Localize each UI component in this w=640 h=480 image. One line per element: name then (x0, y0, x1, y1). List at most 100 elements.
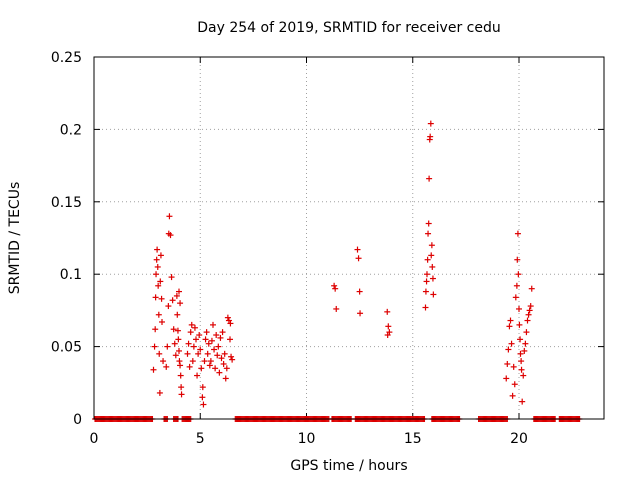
data-point (517, 336, 524, 343)
data-point (518, 366, 525, 373)
data-point (228, 353, 235, 360)
data-point (171, 340, 178, 347)
data-point (196, 332, 203, 339)
data-point (164, 343, 171, 350)
data-point (423, 278, 430, 285)
data-point (516, 305, 522, 312)
data-point (525, 311, 532, 318)
data-point (513, 282, 520, 289)
data-point (509, 392, 516, 399)
data-point (219, 329, 226, 336)
y-axis-title: SRMTID / TECUs (7, 182, 23, 295)
data-point (168, 274, 175, 281)
data-point (174, 327, 181, 334)
data-point (514, 256, 521, 263)
data-point (428, 252, 435, 259)
data-point (154, 246, 161, 253)
data-point (176, 347, 182, 354)
data-point (190, 343, 197, 350)
y-tick-label: 0.25 (51, 50, 82, 66)
data-point (170, 326, 177, 333)
data-point (198, 365, 205, 372)
data-point (425, 220, 432, 227)
data-point (384, 308, 391, 315)
data-point (155, 282, 162, 289)
data-point (158, 295, 165, 302)
data-point (331, 282, 338, 289)
data-point (188, 321, 195, 328)
y-tick-label: 0 (73, 412, 82, 428)
data-point (429, 263, 436, 270)
data-point (176, 288, 182, 295)
data-point (520, 372, 527, 379)
data-point (427, 133, 434, 140)
data-point (163, 363, 170, 370)
data-point (332, 285, 339, 292)
data-point (156, 350, 163, 357)
data-point (521, 347, 528, 354)
data-point (517, 350, 524, 357)
data-point (150, 366, 157, 373)
data-point (201, 358, 208, 365)
data-point (522, 340, 529, 347)
data-point (194, 372, 201, 379)
data-point (429, 275, 436, 282)
data-point (202, 336, 209, 343)
data-point (205, 340, 212, 347)
axis-ticks: 0 0.05 0.1 0.15 0.2 0.25 0 5 10 15 20 (51, 50, 604, 447)
data-point (426, 175, 433, 182)
data-point (430, 291, 437, 298)
data-point (214, 352, 221, 359)
data-point (385, 323, 392, 330)
data-point (166, 213, 173, 220)
data-point (224, 314, 231, 321)
y-tick-label: 0.05 (51, 340, 82, 356)
data-point (422, 288, 429, 295)
data-point (178, 384, 185, 391)
data-point (212, 365, 219, 372)
data-point (505, 346, 512, 353)
data-point (189, 358, 196, 365)
data-point (516, 321, 523, 328)
data-point (160, 358, 167, 365)
data-point (217, 334, 224, 341)
data-point (527, 303, 534, 310)
data-point (218, 355, 225, 362)
data-point (197, 346, 204, 353)
data-point (508, 340, 515, 347)
data-point (156, 389, 163, 396)
data-point (514, 230, 521, 237)
data-point (215, 343, 222, 350)
y-tick-label: 0.2 (60, 122, 82, 138)
data-point (511, 381, 518, 388)
x-tick-label: 5 (196, 431, 205, 447)
data-point (355, 255, 362, 262)
data-point (227, 336, 233, 343)
data-point (165, 303, 172, 310)
data-point (207, 358, 214, 365)
data-point (193, 336, 199, 343)
data-point (211, 346, 218, 353)
data-point (526, 307, 533, 314)
data-point (178, 391, 185, 398)
x-axis-title: GPS time / hours (290, 458, 407, 474)
data-point (151, 343, 158, 350)
data-point (153, 271, 160, 278)
data-point (503, 375, 510, 382)
data-point (510, 363, 517, 370)
data-point (225, 317, 232, 324)
data-point (210, 321, 216, 328)
data-point (512, 294, 519, 301)
data-point (195, 350, 202, 357)
chart-title: Day 254 of 2019, SRMTID for receiver ced… (197, 20, 500, 36)
data-point (184, 350, 191, 357)
x-tick-label: 20 (510, 431, 528, 447)
data-point (157, 278, 164, 285)
data-point (356, 288, 363, 295)
data-point (152, 326, 159, 333)
data-point (221, 350, 228, 357)
data-point (384, 332, 391, 339)
data-point (427, 120, 434, 127)
data-point (333, 305, 340, 312)
data-point (515, 271, 522, 278)
